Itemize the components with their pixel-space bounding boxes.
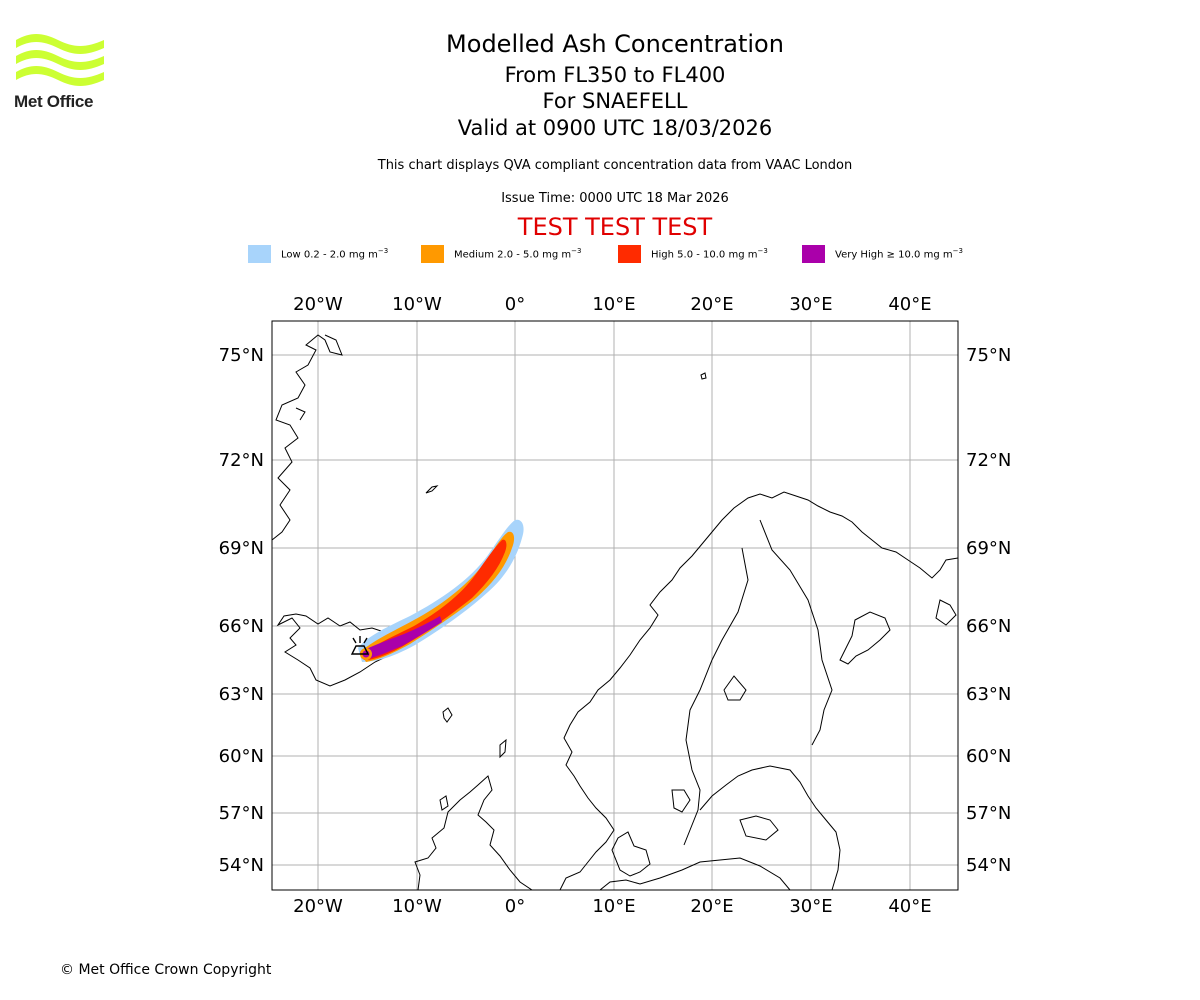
valid-time: Valid at 0900 UTC 18/03/2026	[457, 116, 773, 140]
lat-labels-left: 75°N 72°N 69°N 66°N 63°N 60°N 57°N 54°N	[219, 345, 264, 876]
lat-label: 57°N	[219, 803, 264, 824]
scandinavia-coast	[559, 491, 958, 890]
issue-time: Issue Time: 0000 UTC 18 Mar 2026	[501, 191, 729, 206]
lon-label: 10°W	[392, 294, 442, 315]
lon-label: 10°E	[592, 294, 635, 315]
lat-label: 69°N	[966, 538, 1011, 559]
met-office-logo-text: Met Office	[14, 92, 94, 111]
legend-label-medium: Medium 2.0 - 5.0 mg m−3	[454, 246, 582, 261]
lon-label: 10°E	[592, 896, 635, 917]
lon-label: 30°E	[789, 896, 832, 917]
lat-label: 63°N	[966, 684, 1011, 705]
legend-swatch-very-high	[802, 244, 825, 263]
lon-label: 20°W	[293, 294, 343, 315]
legend-item-medium: Medium 2.0 - 5.0 mg m−3	[421, 244, 581, 263]
lat-label: 72°N	[966, 450, 1011, 471]
lat-label: 57°N	[966, 803, 1011, 824]
lat-label: 60°N	[966, 746, 1011, 767]
met-office-logo	[14, 30, 106, 92]
ash-low-region	[358, 519, 524, 662]
lon-label: 0°	[505, 896, 525, 917]
coastlines	[272, 334, 958, 890]
lon-labels-top: 20°W 10°W 0° 10°E 20°E 30°E 40°E	[293, 294, 931, 315]
greenland-coast	[272, 334, 343, 541]
legend-item-very-high: Very High ≥ 10.0 mg m−3	[802, 244, 963, 263]
lat-label: 54°N	[219, 855, 264, 876]
chart-title: Modelled Ash Concentration	[446, 30, 784, 58]
copyright-notice: © Met Office Crown Copyright	[60, 962, 272, 978]
legend-swatch-medium	[421, 244, 444, 263]
lat-label: 75°N	[966, 345, 1011, 366]
met-office-logo-waves-icon	[16, 34, 104, 86]
legend-label-low: Low 0.2 - 2.0 mg m−3	[281, 246, 389, 261]
lat-label: 72°N	[219, 450, 264, 471]
legend-label-very-high: Very High ≥ 10.0 mg m−3	[835, 246, 963, 261]
legend-label-high: High 5.0 - 10.0 mg m−3	[651, 246, 768, 261]
volcano-name: For SNAEFELL	[542, 89, 688, 113]
legend-item-high: High 5.0 - 10.0 mg m−3	[618, 244, 768, 263]
lon-labels-bottom: 20°W 10°W 0° 10°E 20°E 30°E 40°E	[293, 896, 931, 917]
lat-labels-right: 75°N 72°N 69°N 66°N 63°N 60°N 57°N 54°N	[966, 345, 1011, 876]
britain-coast	[414, 775, 533, 890]
volcano-marker-icon	[350, 636, 370, 655]
ash-very-high-region	[360, 616, 442, 660]
lon-label: 40°E	[888, 294, 931, 315]
map-gridlines	[272, 321, 958, 890]
lat-label: 66°N	[966, 616, 1011, 637]
national-borders	[683, 547, 749, 846]
legend-item-low: Low 0.2 - 2.0 mg m−3	[248, 244, 388, 263]
flight-levels: From FL350 to FL400	[504, 63, 726, 87]
ash-plume	[358, 519, 524, 662]
ash-medium-region	[360, 531, 515, 662]
lon-label: 0°	[505, 294, 525, 315]
map-frame	[271, 320, 959, 891]
legend-swatch-low	[248, 244, 271, 263]
lat-label: 66°N	[219, 616, 264, 637]
lon-label: 20°E	[690, 896, 733, 917]
lat-label: 60°N	[219, 746, 264, 767]
lon-label: 20°W	[293, 896, 343, 917]
lon-label: 10°W	[392, 896, 442, 917]
lon-label: 30°E	[789, 294, 832, 315]
lon-label: 40°E	[888, 896, 931, 917]
lon-label: 20°E	[690, 294, 733, 315]
test-banner: TEST TEST TEST	[517, 213, 713, 241]
lat-label: 63°N	[219, 684, 264, 705]
chart-description: This chart displays QVA compliant concen…	[377, 158, 853, 173]
lat-label: 54°N	[966, 855, 1011, 876]
legend-swatch-high	[618, 244, 641, 263]
lat-label: 69°N	[219, 538, 264, 559]
lat-label: 75°N	[219, 345, 264, 366]
